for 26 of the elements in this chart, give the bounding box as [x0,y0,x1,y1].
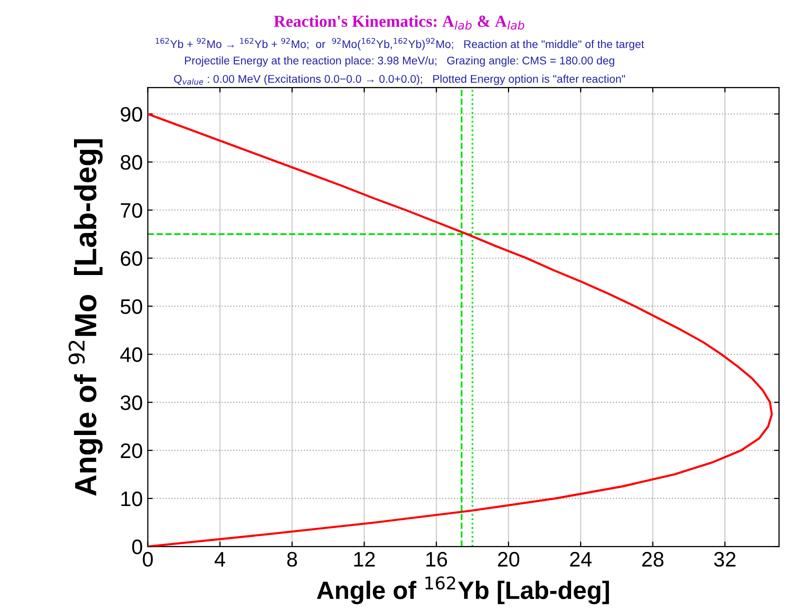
x-tick-label: 4 [214,552,226,566]
y-tick-label: 10 [121,491,142,506]
x-tick-label: 0 [142,552,153,567]
y-tick-label: 30 [120,395,142,410]
y-tick-label: 40 [120,347,142,362]
x-tick-label: 8 [287,552,297,567]
y-tick-label: 50 [120,299,142,314]
y-tick-label: 60 [120,251,142,266]
y-axis-title: Angle of $^{92}$Mo [Lab-deg] [68,139,103,496]
x-tick-label: 28 [642,552,664,567]
y-tick-label: 0 [132,540,142,554]
y-tick-label: 20 [120,443,142,458]
y-tick-label: 70 [120,203,142,218]
y-tick-label: 80 [120,155,142,170]
x-tick-label: 32 [714,552,736,567]
text: Q$_{value}$ : 0.00 MeV (Excitations 0.0−0.0 → 0.0+0.0); Plotted Energy option is "after reaction" [174,74,626,86]
x-axis-title: Angle of $^{162}$Yb [Lab-deg] [316,576,609,604]
x-tick-label: 12 [354,552,375,566]
y-tick-label: 90 [120,106,142,122]
chart-title: Reaction's Kinematics: A$_{lab}$ & A$_{lab}$ [274,15,524,30]
text: Projectile Energy at the reaction place: 3.98 MeV/u; Grazing angle: CMS = 180.00 deg [185,56,614,67]
x-tick-label: 24 [570,552,592,566]
text: $^{162}$Yb + $^{92}$Mo → $^{162}$Yb + $^{92}$Mo; or $^{92}$Mo($^{162}$Yb,$^{162}$Yb)$^{92}$Mo; Reaction at the "middle" of the target [156,38,644,50]
x-tick-label: 16 [426,552,448,567]
x-tick-label: 20 [498,552,520,567]
line-series [148,112,773,547]
